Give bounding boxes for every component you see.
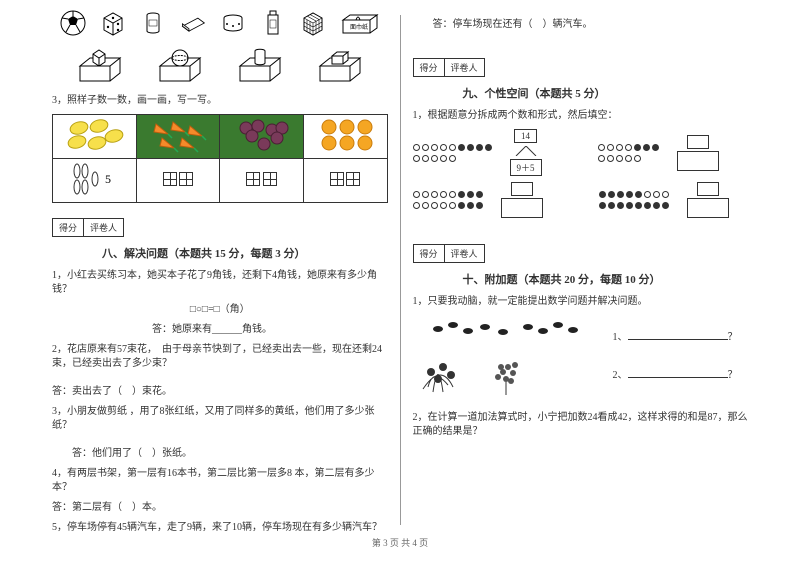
dot-group [413,191,483,198]
answer-cell[interactable] [136,159,220,203]
question-8-1: 1，小红去买练习本，她买本子花了9角钱，还剩下4角钱，她原来有多少角钱？ [52,269,388,297]
answer-line-2[interactable]: 2、？ [613,369,749,383]
dots-row-1: 14 9＋5 [413,129,749,176]
section-10-title: 十、附加题（本题共 20 分，每题 10 分） [463,271,749,287]
split-lines-icon [511,146,541,156]
score-box: 得分 评卷人 [52,218,124,237]
carrot-cell [136,115,220,159]
svg-text:5: 5 [105,172,111,186]
drum-icon [220,10,246,36]
answer-line-1[interactable]: 1、？ [613,331,749,345]
answer-stack-box[interactable] [501,182,543,218]
score-label: 得分 [53,219,84,236]
score-box: 得分 评卷人 [413,58,485,77]
svg-text:面巾纸: 面巾纸 [350,23,368,31]
question-8-4: 4，有两层书架，第一层有16本书，第二层比第一层多8 本，第二层有多少本？ [52,467,388,495]
expression-box: 9＋5 [510,159,542,176]
answer-stack-box[interactable] [677,135,719,171]
dots-row-2 [413,182,749,218]
object-icon-row: 面巾纸 [52,10,388,36]
question-10-2: 2，在计算一道加法算式时，小宁把加数24看成42，这样求得的和是87，那么正确的… [413,411,749,439]
tissue-box-icon: 面巾纸 [340,10,380,36]
bottle-icon [260,10,286,36]
sphere-tray-icon [155,46,205,86]
score-label: 得分 [414,245,445,262]
dot-group [599,202,669,209]
table-row [53,115,388,159]
answer-8-1[interactable]: 答：她原来有______角钱。 [52,323,388,337]
question-8-2: 2，花店原来有57束花， 由于母亲节快到了，已经卖出去一些，现在还剩24束，已经… [52,343,388,371]
lemon-cell [53,115,137,159]
question-8-5: 5，停车场停有45辆汽车，走了9辆，来了10辆，停车场现在有多少辆汽车？ [52,521,388,535]
page-container: 面巾纸 3，照样子数一数，画一画，写一写。 [0,0,800,530]
rubiks-cube-icon [300,10,326,36]
cuboid-tray-icon [315,46,365,86]
dot-group [413,144,492,151]
grader-label: 评卷人 [445,245,484,262]
bee-problem-area: 1、？ 2、？ [413,317,749,397]
cube-tray-icon [75,46,125,86]
score-label: 得分 [414,59,445,76]
question-8-3: 3，小朋友做剪纸 ，用了8张红纸，又用了同样多的黄纸，他们用了多少张纸？ [52,405,388,433]
dice-icon [100,10,126,36]
dot-group [598,144,659,151]
answer-8-4[interactable]: 答：第二层有（ ）本。 [52,501,388,515]
dot-group [599,191,669,198]
answer-lines: 1、？ 2、？ [613,325,749,389]
answer-8-5[interactable]: 答：停车场现在还有（ ）辆汽车。 [413,18,749,32]
answer-stack-box[interactable] [687,182,729,218]
question-10-1: 1，只要我动脑，就一定能提出数学问题并解决问题。 [413,295,749,309]
equation-boxes[interactable]: □○□=□（角） [52,303,388,317]
question-3-text: 3，照样子数一数，画一画，写一写。 [52,94,388,108]
can-icon [140,10,166,36]
cylinder-tray-icon [235,46,285,86]
bees-flowers-icon [413,317,593,397]
eraser-icon [180,10,206,36]
section-8-title: 八、解决问题（本题共 15 分，每题 3 分） [102,245,388,261]
answer-cell[interactable] [220,159,304,203]
grape-cell [220,115,304,159]
table-row: 5 [53,159,388,203]
shape-sort-row [52,46,388,86]
number-box-14: 14 [514,129,537,143]
answer-8-3[interactable]: 答：他们用了（ ）张纸。 [52,447,388,461]
dot-group [598,155,659,162]
left-column: 面巾纸 3，照样子数一数，画一画，写一写。 [40,10,400,530]
dot-group [413,155,492,162]
dot-group [413,202,483,209]
grader-label: 评卷人 [445,59,484,76]
answer-8-2[interactable]: 答：卖出去了（ ）束花。 [52,385,388,399]
answer-cell[interactable] [303,159,387,203]
tally-example-cell: 5 [53,159,137,203]
grader-label: 评卷人 [84,219,123,236]
score-box: 得分 评卷人 [413,244,485,263]
question-9-1: 1，根据题意分拆成两个数和形式，然后填空： [413,109,749,123]
fruit-count-table: 5 [52,114,388,203]
orange-cell [303,115,387,159]
soccer-ball-icon [60,10,86,36]
section-9-title: 九、个性空间（本题共 5 分） [463,85,749,101]
right-column: 答：停车场现在还有（ ）辆汽车。 得分 评卷人 九、个性空间（本题共 5 分） … [401,10,761,530]
